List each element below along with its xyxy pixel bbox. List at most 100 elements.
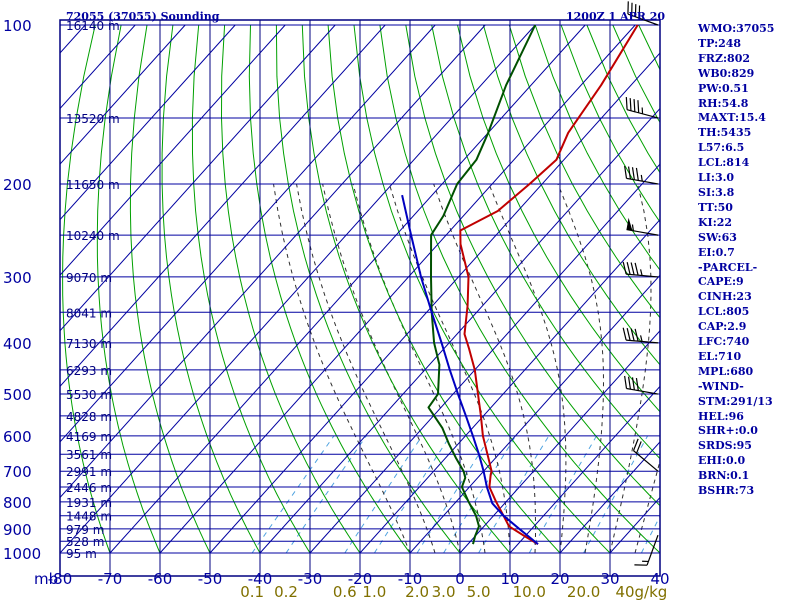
- mixing-ratio-label: 0.2: [274, 583, 298, 600]
- isotherm-line: [309, 163, 660, 554]
- mixing-ratio-label: 1.0: [362, 583, 386, 600]
- wind-barb-feather: [624, 375, 628, 389]
- index-row: -PARCEL-: [698, 260, 758, 274]
- pressure-label: 200: [3, 176, 32, 194]
- isotherm-line: [559, 441, 660, 554]
- temperature-tick-label: -40: [248, 570, 273, 588]
- temperature-tick-label: -30: [298, 570, 323, 588]
- height-label: 10240 m: [66, 229, 120, 243]
- index-row: CAPE:9: [698, 275, 744, 289]
- wind-barb-flag: [626, 217, 633, 231]
- mixing-ratio-label: 0.6: [333, 583, 357, 600]
- temperature-tick-label: 10: [500, 570, 519, 588]
- index-row: WB0:829: [698, 66, 755, 80]
- index-row: EL:710: [698, 349, 742, 363]
- mixing-ratio-line: [640, 515, 660, 554]
- wind-barb-feather: [635, 167, 639, 181]
- dry-adiabat-line: [327, 24, 561, 554]
- isotherm-line: [159, 24, 636, 554]
- isotherm-line: [60, 24, 386, 388]
- index-row: LCL:814: [698, 156, 750, 170]
- index-row: HEL:96: [698, 409, 744, 423]
- index-row: SI:3.8: [698, 185, 735, 199]
- pressure-label: 1000: [3, 545, 41, 563]
- wind-barb-feather: [626, 262, 631, 275]
- dry-adiabat-line: [275, 24, 461, 554]
- temperature-tick-label: -20: [348, 570, 373, 588]
- pressure-label: 500: [3, 386, 32, 404]
- temperature-tick-label: -10: [398, 570, 423, 588]
- mixing-ratio-label: 10.0: [513, 583, 546, 600]
- index-row: EHI:0.0: [698, 454, 746, 468]
- isotherm-line: [509, 385, 660, 554]
- wind-barbs: [622, 1, 659, 566]
- height-label: 1931 m: [66, 496, 112, 510]
- wind-barb: [625, 97, 659, 119]
- index-row: LI:3.0: [698, 171, 735, 185]
- isotherm-line: [259, 107, 660, 554]
- wind-barb-feather: [622, 261, 627, 275]
- wind-barb-feather: [626, 328, 631, 341]
- height-label: 16140 m: [66, 19, 120, 33]
- wind-barb: [627, 1, 659, 26]
- wind-barb: [622, 327, 659, 344]
- index-row: LFC:740: [698, 335, 750, 349]
- dry-adiabat-line: [220, 24, 361, 554]
- index-row: CAP:2.9: [698, 320, 747, 334]
- height-label: 9070 m: [66, 271, 112, 285]
- index-row: RH:54.8: [698, 96, 749, 110]
- background-lines: [60, 24, 660, 554]
- pressure-label: 900: [3, 521, 32, 539]
- wind-barb-shaft: [626, 387, 659, 395]
- height-label: 5530 m: [66, 388, 112, 402]
- temperature-tick-label: 0: [455, 570, 465, 588]
- wind-barb-half-feather: [631, 224, 634, 231]
- height-label: 7130 m: [66, 337, 112, 351]
- moist-adiabat-line: [634, 459, 660, 554]
- wind-barb: [624, 165, 659, 185]
- height-label: 4169 m: [66, 430, 112, 444]
- isotherm-line: [60, 24, 436, 443]
- dry-adiabat-line: [405, 24, 660, 507]
- dewpoint-line: [427, 24, 537, 545]
- isotherm-line: [459, 330, 660, 554]
- temperature-tick-label: -80: [48, 570, 73, 588]
- index-row: PW:0.51: [698, 81, 749, 95]
- mixing-ratio-label: 5.0: [467, 583, 491, 600]
- pressure-label: 700: [3, 463, 32, 481]
- wind-barb-feather: [630, 262, 635, 275]
- mixing-ratio-label: 2.0: [405, 583, 429, 600]
- isotherm-line: [60, 24, 236, 221]
- index-row: TP:248: [698, 36, 742, 50]
- moist-adiabat-line: [322, 183, 461, 554]
- mixing-ratio-label: 40g/kg: [615, 583, 667, 600]
- sounding-time: 1200Z 1 APR 20: [566, 10, 665, 23]
- moist-adiabat-line: [296, 183, 436, 554]
- wind-barb-feather: [633, 99, 636, 112]
- index-row: -WIND-: [698, 379, 744, 393]
- temperature-tick-label: -70: [98, 570, 123, 588]
- index-row: STM:291/13: [698, 394, 773, 408]
- wind-barb-feather: [627, 376, 632, 390]
- isotherm-line: [209, 52, 660, 554]
- index-row: SRDS:95: [698, 439, 752, 453]
- wind-barb-feather: [622, 327, 627, 341]
- wind-barb-half-feather: [640, 335, 643, 342]
- wind-barb-feather: [629, 98, 632, 111]
- wind-barb-feather: [634, 262, 639, 276]
- height-label: 11650 m: [66, 178, 120, 192]
- wind-barb: [622, 261, 659, 278]
- wind-barb: [634, 534, 659, 566]
- index-row: KI:22: [698, 215, 733, 229]
- index-row: MAXT:15.4: [698, 111, 766, 125]
- height-label: 2446 m: [66, 481, 112, 495]
- pressure-label: 800: [3, 494, 32, 512]
- temperature-tick-label: 40: [650, 570, 669, 588]
- parcel-line: [401, 194, 539, 545]
- mixing-ratio-label: 20.0: [567, 583, 600, 600]
- index-row: L57:6.5: [698, 141, 745, 155]
- temperature-line: [459, 24, 639, 545]
- height-label: 2991 m: [66, 465, 112, 479]
- sounding-title: 72055 (37055) Sounding: [66, 10, 220, 23]
